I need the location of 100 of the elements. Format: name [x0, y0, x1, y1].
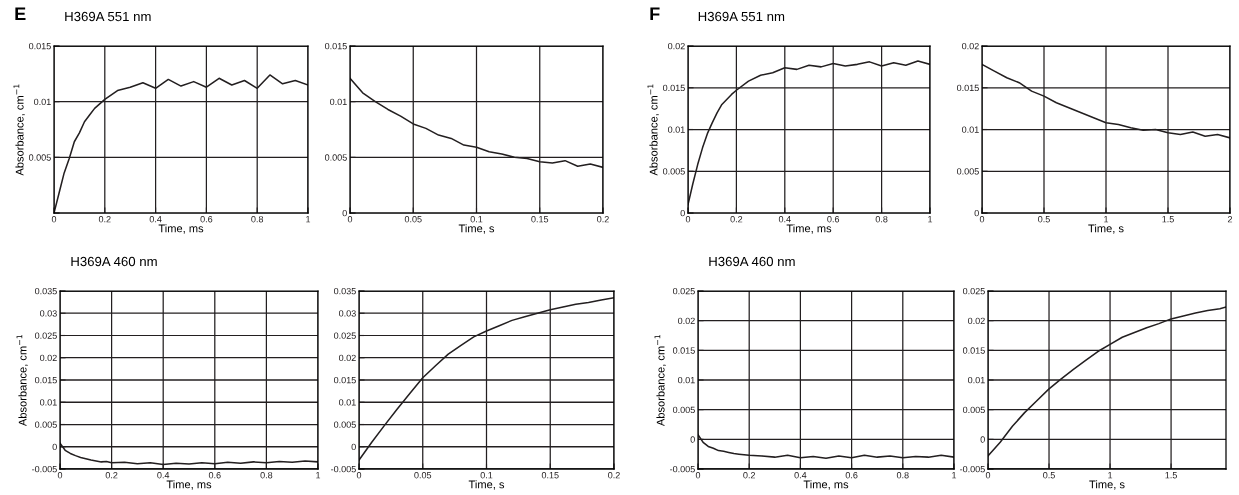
- y-tick-label: 0.025: [34, 332, 57, 339]
- x-tick-label: 0.1: [480, 472, 493, 479]
- y-tick-label: 0.01: [962, 126, 979, 133]
- y-axis-title: Absorbance, cm$^{−1}$: [647, 84, 659, 176]
- y-tick-label: 0.01: [40, 399, 57, 406]
- x-tick-label: 0.6: [200, 216, 213, 223]
- y-tick-label: 0.005: [324, 154, 347, 161]
- x-axis-title: Time, s: [468, 480, 505, 490]
- x-tick-label: 0.4: [149, 216, 162, 223]
- y-tick-label: 0.005: [672, 406, 695, 414]
- y-tick-label: 0.015: [28, 42, 51, 50]
- x-tick-label: 0.8: [875, 216, 888, 223]
- x-tick-label: 0.4: [794, 472, 807, 479]
- y-tick-label: 0.005: [662, 168, 685, 175]
- x-tick-label: 0.8: [260, 472, 273, 479]
- y-tick-label: 0.02: [668, 42, 685, 50]
- y-tick-label: 0.02: [962, 42, 979, 50]
- x-tick-label: 0.15: [541, 472, 559, 479]
- y-tick-label: 0.01: [339, 399, 356, 406]
- y-tick-label: 0.025: [672, 287, 695, 295]
- y-tick-label: 0.01: [34, 98, 51, 106]
- y-tick-label: 0: [342, 209, 347, 217]
- x-tick-label: 0.2: [743, 472, 756, 479]
- y-tick-label: 0.015: [956, 84, 979, 92]
- x-tick-label: 0.6: [827, 216, 840, 223]
- x-tick-label: 0.2: [98, 216, 111, 223]
- x-tick-label: 0.05: [404, 216, 422, 223]
- x-tick-label: 1.5: [1162, 216, 1174, 223]
- y-tick-label: 0.01: [330, 98, 347, 106]
- y-tick-label: 0.015: [34, 376, 57, 384]
- x-tick-label: 0.1: [470, 216, 483, 223]
- y-tick-label: 0.035: [34, 287, 57, 295]
- x-tick-label: 0.5: [1043, 472, 1055, 479]
- y-tick-label: -0.005: [331, 465, 356, 473]
- y-axis-title: Absorbance, cm$^{−1}$: [13, 84, 25, 176]
- x-tick-label: 0.2: [608, 472, 620, 479]
- y-tick-label: 0.01: [678, 376, 695, 384]
- y-tick-label: 0.015: [333, 376, 356, 384]
- x-tick-label: 1: [1108, 472, 1113, 479]
- chart-title: H369A 460 nm: [71, 256, 157, 267]
- y-tick-label: 0.02: [40, 354, 57, 362]
- y-tick-label: 0.005: [34, 421, 57, 428]
- x-tick-label: 0.4: [778, 216, 791, 223]
- x-tick-label: 0.2: [730, 216, 743, 223]
- y-tick-label: 0: [690, 436, 695, 443]
- y-tick-label: 0.01: [968, 376, 985, 384]
- chart-title: H369A 551 nm: [698, 11, 785, 22]
- y-tick-label: 0.015: [324, 42, 347, 50]
- x-axis-title: Time, ms: [803, 480, 849, 490]
- text: E: [15, 7, 26, 21]
- x-tick-label: 1: [1104, 216, 1109, 223]
- y-tick-label: 0.005: [333, 421, 356, 428]
- x-tick-label: 0: [356, 472, 362, 479]
- x-tick-label: 1: [306, 216, 311, 223]
- y-tick-label: 0.015: [662, 84, 685, 92]
- x-tick-label: 0: [695, 472, 701, 479]
- x-tick-label: 0.5: [1038, 216, 1050, 223]
- x-axis-title: Time, ms: [786, 224, 832, 234]
- x-tick-label: 0.4: [157, 472, 170, 479]
- x-tick-label: 0.8: [251, 216, 264, 223]
- chart-title: H369A 551 nm: [65, 11, 151, 22]
- x-tick-label: 1: [316, 472, 321, 479]
- y-tick-label: 0.015: [672, 347, 695, 354]
- y-tick-label: 0.015: [962, 347, 985, 354]
- y-tick-label: -0.005: [960, 465, 985, 473]
- y-axis-title: Absorbance, cm$^{−1}$: [16, 334, 28, 427]
- y-tick-label: 0.02: [678, 317, 695, 325]
- y-tick-label: 0.005: [962, 406, 985, 414]
- y-tick-label: 0.025: [333, 332, 356, 339]
- x-tick-label: 0.05: [414, 472, 432, 479]
- x-tick-label: 0.6: [845, 472, 858, 479]
- y-axis-title: Absorbance, cm$^{−1}$: [654, 334, 666, 427]
- chart-title: H369A 460 nm: [709, 256, 795, 267]
- y-tick-label: 0: [351, 443, 356, 451]
- y-tick-label: 0: [980, 436, 985, 443]
- x-tick-label: 1.5: [1165, 472, 1177, 479]
- y-tick-label: -0.005: [32, 465, 57, 473]
- y-tick-label: 0: [974, 209, 979, 217]
- x-tick-label: 1: [928, 216, 933, 223]
- x-tick-label: 1: [952, 472, 957, 479]
- x-axis-title: Time, s: [1088, 224, 1124, 234]
- y-tick-label: 0: [52, 443, 57, 451]
- x-tick-label: 2: [1227, 216, 1233, 223]
- y-tick-label: 0: [680, 209, 685, 217]
- x-tick-label: 0: [985, 472, 991, 479]
- x-tick-label: 0.2: [597, 216, 609, 223]
- x-axis-title: Time, s: [1089, 480, 1125, 490]
- x-axis-title: Time, ms: [158, 224, 204, 234]
- y-tick-label: 0.03: [339, 310, 356, 317]
- y-tick-label: 0.005: [956, 168, 979, 175]
- x-tick-label: 0.8: [896, 472, 909, 479]
- x-tick-label: 0.15: [531, 216, 549, 223]
- text: F: [650, 7, 660, 21]
- y-tick-label: 0.02: [339, 354, 356, 362]
- x-tick-label: 0: [57, 472, 63, 479]
- y-tick-label: 0.03: [40, 310, 57, 317]
- y-tick-label: 0.005: [28, 154, 51, 161]
- y-tick-label: -0.005: [670, 465, 695, 473]
- y-tick-label: 0.035: [333, 287, 356, 295]
- y-tick-label: 0.02: [968, 317, 985, 325]
